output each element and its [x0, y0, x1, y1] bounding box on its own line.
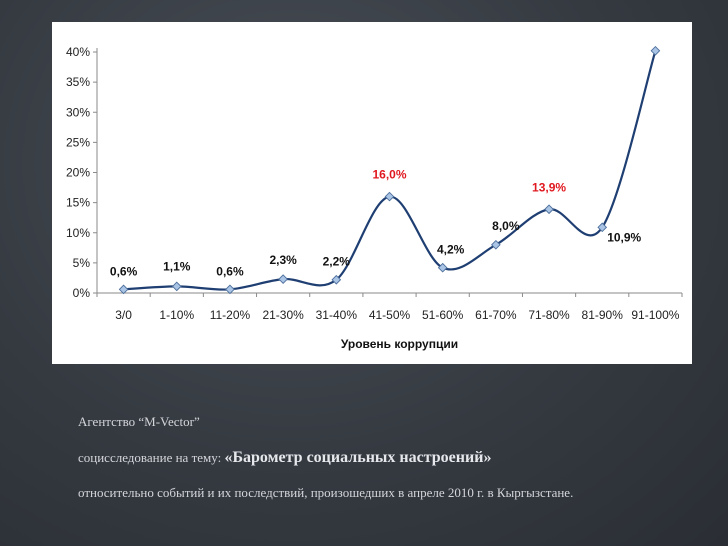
data-label: 2,2%	[323, 255, 351, 269]
y-tick-label: 10%	[66, 226, 90, 240]
x-tick-label: 41-50%	[369, 308, 411, 322]
data-point	[650, 45, 661, 56]
y-tick-label: 40%	[66, 45, 90, 59]
x-tick-label: 31-40%	[316, 308, 358, 322]
data-point	[278, 274, 288, 284]
x-tick-label: 51-60%	[422, 308, 464, 322]
data-point	[384, 191, 395, 202]
data-label: 10,9%	[607, 230, 641, 244]
data-point	[437, 262, 448, 273]
x-tick-label: 1-10%	[159, 308, 194, 322]
y-tick-label: 25%	[66, 135, 90, 149]
data-point	[225, 284, 235, 295]
caption-agency: Агентство “M-Vector”	[78, 414, 200, 429]
data-label: 8,0%	[492, 219, 520, 233]
x-tick-label: 71-80%	[528, 308, 570, 322]
caption-survey-title: «Барометр социальных настроений»	[224, 449, 492, 466]
y-tick-label: 30%	[66, 105, 90, 119]
x-tick-label: 91-100%	[631, 308, 679, 322]
y-tick-label: 0%	[73, 286, 91, 300]
data-label: 0,6%	[216, 264, 244, 278]
data-point	[597, 222, 608, 233]
x-tick-label: 81-90%	[582, 308, 624, 322]
x-tick-label: 21-30%	[262, 308, 304, 322]
x-tick-label: 11-20%	[210, 308, 251, 322]
y-tick-label: 5%	[73, 256, 91, 270]
data-label: 1,1%	[163, 259, 191, 273]
data-label: 0,6%	[110, 264, 138, 278]
caption-survey-prefix: социсследование на тему:	[78, 450, 222, 465]
x-axis-title: Уровень коррупции	[341, 337, 458, 351]
x-tick-label: 61-70%	[475, 308, 517, 322]
caption-survey: социсследование на тему: «Барометр социа…	[78, 449, 491, 467]
data-label: 2,3%	[269, 253, 297, 267]
chart-panel: 0% 5% 10% 15% 20% 25% 30% 35% 40% 3/0 1-10% 11-20% 2…	[52, 22, 692, 364]
y-tick-label: 35%	[66, 75, 90, 89]
data-label: 13,9%	[532, 180, 566, 194]
data-point	[544, 204, 554, 215]
caption-context: относительно событий и их последствий, п…	[78, 485, 574, 500]
y-tick-label: 20%	[66, 166, 90, 180]
data-point	[331, 274, 342, 285]
data-point	[118, 284, 129, 295]
x-tick-label: 3/0	[115, 308, 132, 322]
y-tick-label: 15%	[66, 196, 90, 210]
data-label: 16,0%	[372, 168, 406, 182]
data-point	[171, 281, 182, 292]
corruption-level-line-chart: 0% 5% 10% 15% 20% 25% 30% 35% 40% 3/0 1-10% 11-20% 2…	[66, 45, 683, 351]
data-label: 4,2%	[437, 243, 465, 257]
data-point	[491, 239, 501, 250]
